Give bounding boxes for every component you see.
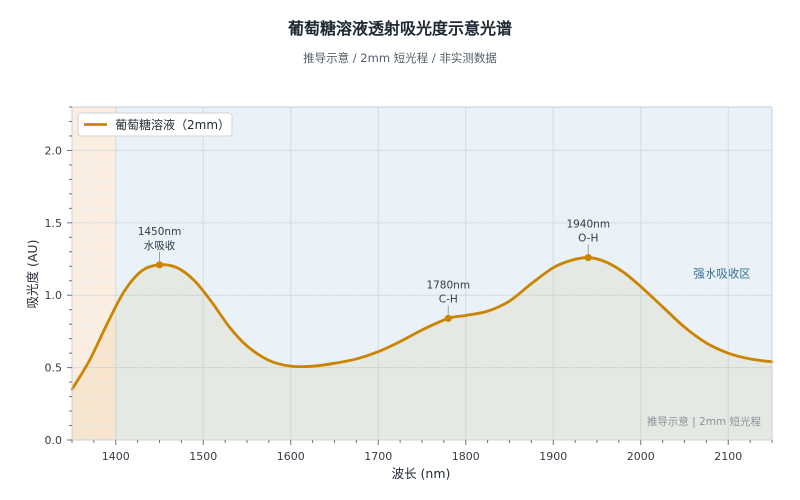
annotation-wavelength-2: 1940nm [566, 219, 610, 231]
x-tick-label: 2100 [714, 450, 742, 463]
x-tick-label: 1400 [102, 450, 130, 463]
y-tick-label: 2.0 [45, 144, 63, 157]
series-area-0 [72, 257, 772, 440]
y-axis-label: 吸光度 (AU) [25, 240, 40, 309]
x-tick-label: 1600 [277, 450, 305, 463]
x-tick-label: 1700 [364, 450, 392, 463]
annotation-wavelength-0: 1450nm [138, 226, 182, 238]
x-axis-label: 波长 (nm) [392, 466, 451, 481]
annotation-marker-2 [584, 253, 592, 262]
y-tick-label: 0.0 [45, 434, 63, 447]
chart-subtitle: 推导示意 / 2mm 短光程 / 非实测数据 [303, 51, 497, 65]
shaded-region-label: 强水吸收区 [693, 267, 751, 281]
legend-label: 葡萄糖溶液（2mm） [115, 117, 230, 132]
axes: 0.0 0.5 1.0 1.5 2.0 1400 1500 1600 1700 1800 1900 2… [45, 106, 773, 463]
x-tick-label: 1800 [452, 450, 480, 463]
x-tick-label: 2000 [627, 450, 655, 463]
annotation-label-1: C-H [439, 293, 458, 305]
legend: 葡萄糖溶液（2mm） [77, 112, 233, 137]
y-tick-label: 1.5 [45, 217, 63, 230]
series-line-0 [70, 256, 774, 391]
annotation-wavelength-1: 1780nm [426, 279, 470, 291]
annotation-marker-1 [444, 314, 452, 322]
x-tick-label: 1900 [539, 450, 567, 463]
footnote: 推导示意 | 2mm 短光程 [647, 415, 762, 428]
y-tick-label: 0.5 [45, 362, 63, 375]
x-tick-label: 1500 [189, 450, 217, 463]
annotation-label-0: 水吸收 [144, 239, 176, 252]
chart-title: 葡萄糖溶液透射吸光度示意光谱 [287, 19, 512, 38]
legend-box [77, 112, 233, 137]
area-fill [72, 257, 772, 440]
annotation-marker-0 [155, 261, 164, 269]
series-lines [70, 256, 774, 391]
annotation-label-2: O-H [578, 233, 598, 245]
y-tick-label: 1.0 [45, 289, 63, 302]
